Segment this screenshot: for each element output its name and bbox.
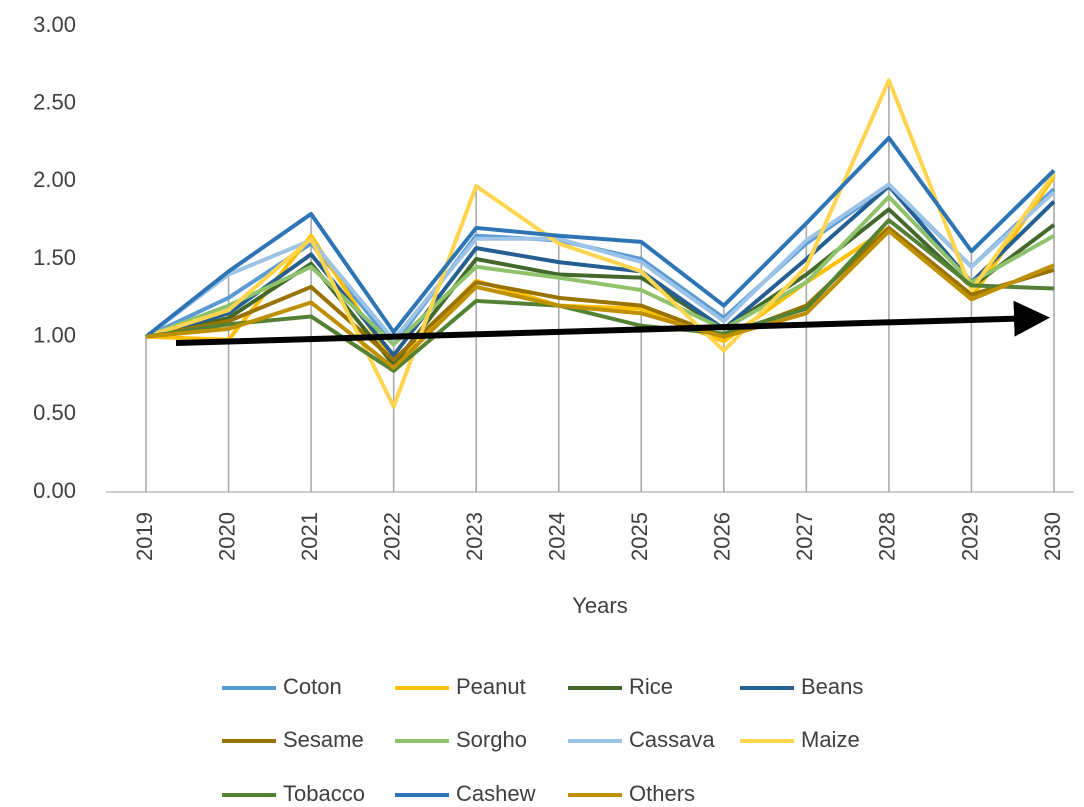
series-line [145,78,1056,409]
series-line [145,183,1056,358]
series-line [145,175,1056,367]
y-tick-label: 2.00 [33,167,76,192]
lines [144,78,1056,409]
x-tick-label: 2030 [1040,512,1065,561]
y-tick-label: 3.00 [33,12,76,37]
y-tick-label: 1.00 [33,322,76,347]
legend-label: Others [629,781,695,806]
x-tick-label: 2028 [875,512,900,561]
legend-label: Maize [801,727,860,752]
x-tick-label: 2029 [957,512,982,561]
x-tick-label: 2027 [792,512,817,561]
x-tick-label: 2020 [214,512,239,561]
x-tick-label: 2023 [462,512,487,561]
legend-label: Peanut [456,674,526,699]
legend-label: Sesame [283,727,364,752]
series-line [145,229,1055,370]
y-tick-label: 0.00 [33,478,76,503]
series-line [144,182,1056,342]
series-line [145,225,1055,362]
x-tick-label: 2024 [545,512,570,561]
legend-label: Beans [801,674,863,699]
x-tick-label: 2022 [379,512,404,561]
trend-arrow [175,300,1050,346]
series-line [145,218,1055,373]
series-line [144,135,1056,339]
y-tick-label: 1.50 [33,245,76,270]
y-tick-label: 0.50 [33,400,76,425]
legend-label: Coton [283,674,342,699]
x-tick-label: 2021 [297,512,322,561]
legend-label: Sorgho [456,727,527,752]
x-tick-label: 2025 [627,512,652,561]
x-axis-title: Years [572,593,627,618]
series-line [145,194,1055,347]
grid [106,80,1074,493]
legend-label: Cassava [629,727,715,752]
legend-label: Rice [629,674,673,699]
y-tick-label: 2.50 [33,89,76,114]
x-tick-label: 2019 [132,512,157,561]
legend-label: Tobacco [283,781,365,806]
x-tick-label: 2026 [710,512,735,561]
legend-label: Cashew [456,781,536,806]
